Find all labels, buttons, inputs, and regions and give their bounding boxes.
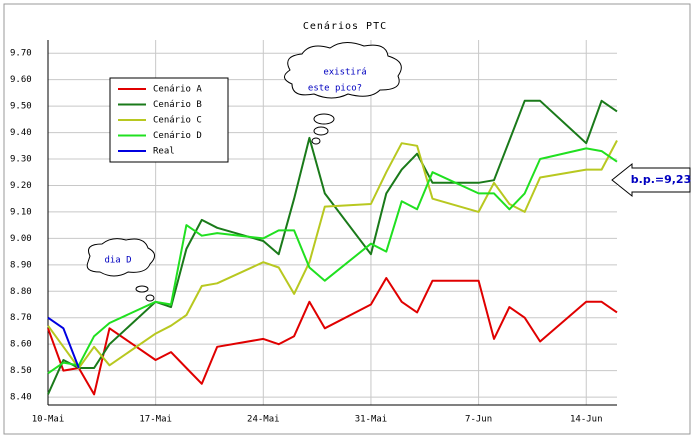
y-tick-label: 8.40 <box>10 393 32 403</box>
series-line <box>47 316 80 369</box>
y-tick-label: 8.80 <box>10 287 32 297</box>
series-line <box>47 147 618 375</box>
y-tick-label: 9.30 <box>10 155 32 165</box>
x-tick-label: 10-Mai <box>32 415 65 425</box>
x-tick-label: 31-Mai <box>355 415 388 425</box>
x-tick-label: 7-Jun <box>465 415 492 425</box>
value-callout: b.p.=9,23 <box>611 162 691 198</box>
y-tick-label: 9.40 <box>10 128 32 138</box>
legend-label: Cenário C <box>153 116 202 126</box>
annotation: este pico? <box>308 84 362 94</box>
legend: Cenário A Cenário B Cenário C Cenário D Real <box>109 77 229 163</box>
y-tick-label: 8.70 <box>10 313 32 323</box>
callout-cloud: dia D <box>86 238 155 302</box>
y-tick-label: 8.50 <box>10 366 32 376</box>
legend-label: Real <box>153 147 175 157</box>
series-line <box>47 99 618 395</box>
y-tick-label: 8.90 <box>10 260 32 270</box>
legend-label: Cenário B <box>153 100 202 110</box>
y-tick-label: 8.60 <box>10 340 32 350</box>
y-tick-label: 9.60 <box>10 75 32 85</box>
series-line <box>47 140 618 369</box>
y-tick-label: 9.00 <box>10 234 32 244</box>
y-tick-label: 9.70 <box>10 49 32 59</box>
annotation: dia D <box>104 256 131 266</box>
y-tick-label: 9.50 <box>10 102 32 112</box>
series-line <box>47 277 618 396</box>
legend-label: Cenário D <box>153 131 202 141</box>
x-tick-label: 14-Jun <box>570 415 603 425</box>
chart-title: Cenários PTC <box>303 20 387 32</box>
callout-cloud: existirá este pico? <box>284 42 402 145</box>
annotation: existirá <box>323 68 366 78</box>
x-tick-label: 24-Mai <box>247 415 280 425</box>
legend-label: Cenário A <box>153 85 202 95</box>
x-tick-label: 17-Mai <box>139 415 172 425</box>
y-tick-label: 9.20 <box>10 181 32 191</box>
annotation: b.p.=9,23 <box>631 173 691 186</box>
y-tick-label: 9.10 <box>10 207 32 217</box>
